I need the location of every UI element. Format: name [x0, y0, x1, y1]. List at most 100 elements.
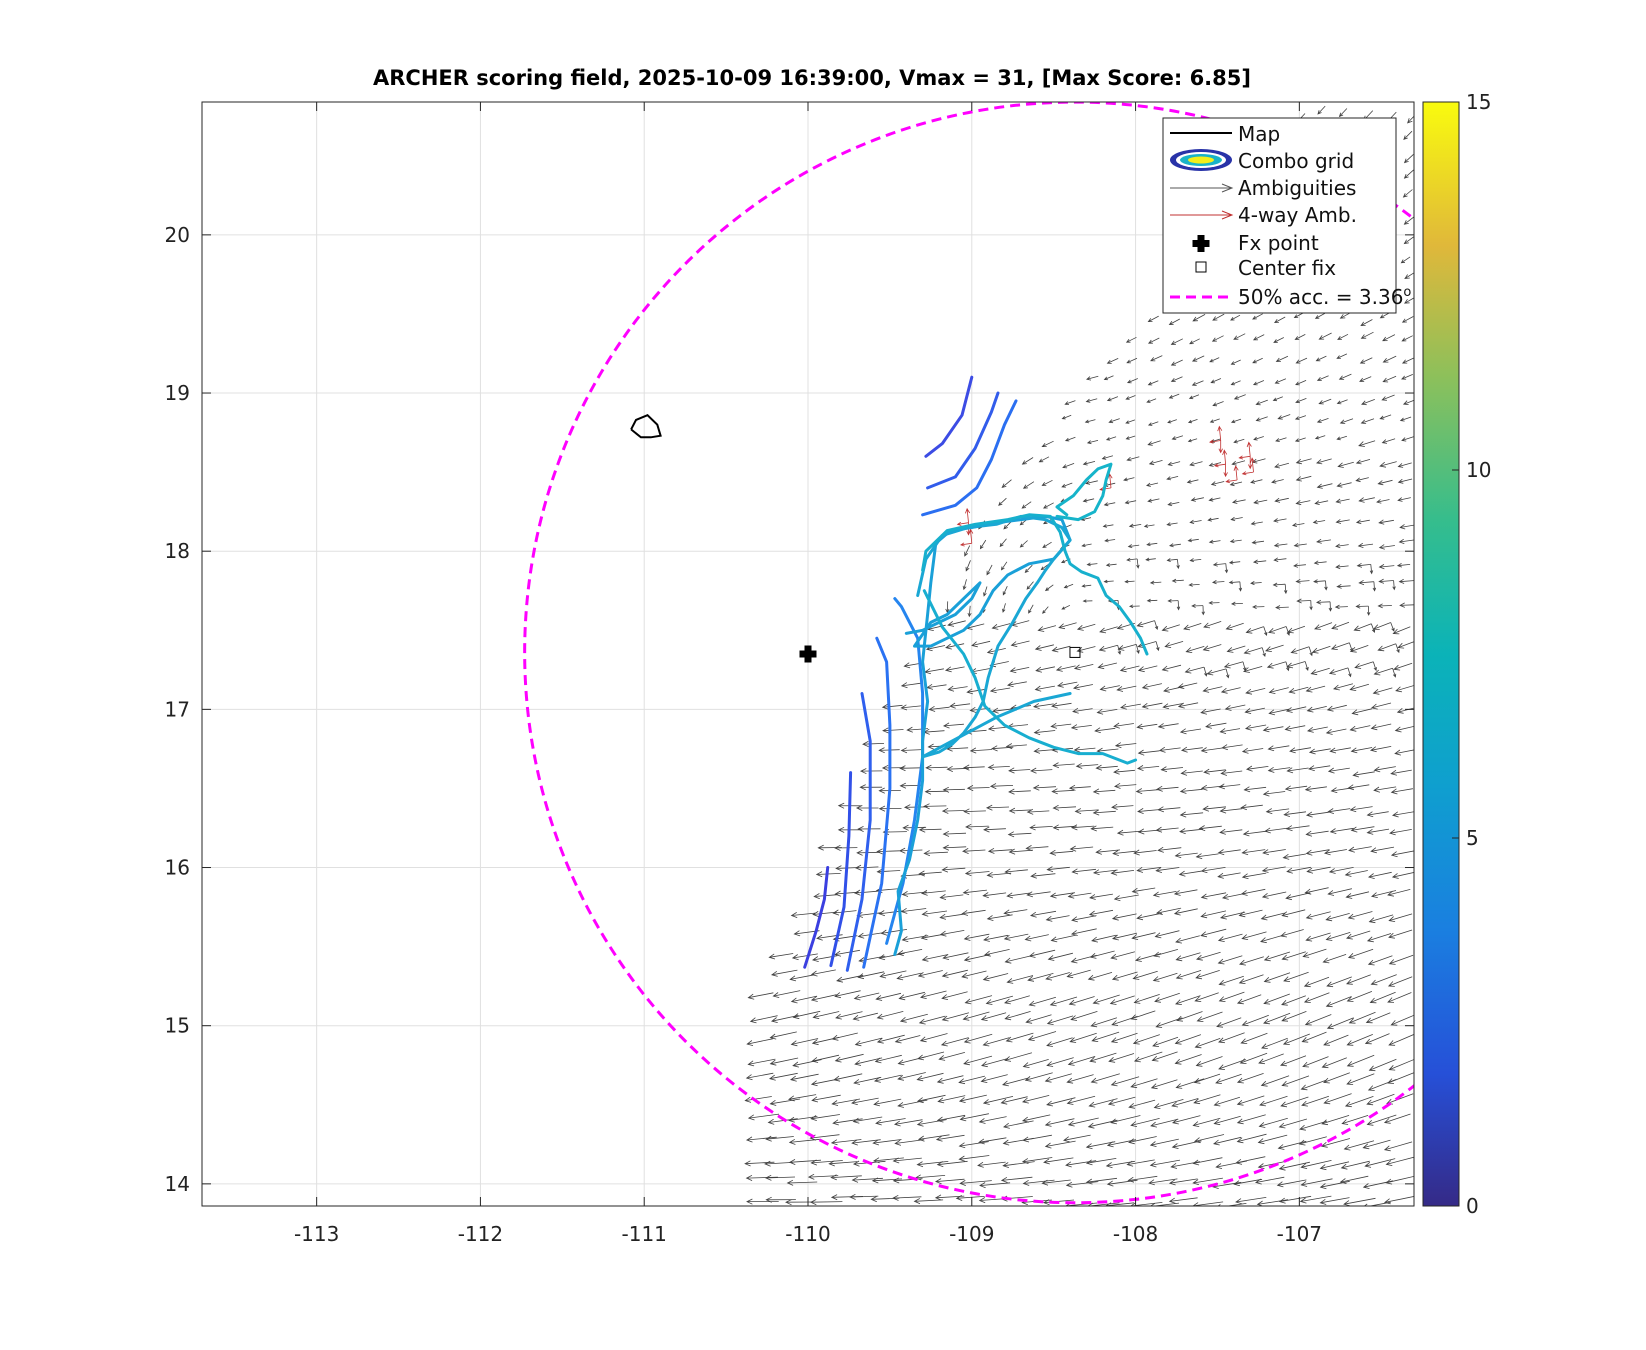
- ambiguity-arrow: [1132, 970, 1158, 980]
- ambiguity-arrow: [1314, 313, 1325, 319]
- ambiguity-arrow: [1398, 578, 1414, 584]
- ambiguity-arrow: [999, 538, 1007, 548]
- ambiguity-arrow: [1154, 930, 1180, 939]
- ambiguity-arrow: [1171, 1098, 1199, 1108]
- ambiguity-arrow: [920, 990, 947, 999]
- ambiguity-arrow: [1278, 1161, 1310, 1171]
- ambiguity-arrow: [1000, 1176, 1033, 1183]
- ambiguity-arrow: [1188, 394, 1200, 400]
- ambiguity-arrow: [834, 890, 859, 897]
- ambiguity-arrow: [1065, 1181, 1099, 1188]
- ambiguity-arrow: [1372, 661, 1377, 672]
- ambiguity-arrow: [1030, 872, 1056, 879]
- ambiguity-arrow: [1305, 685, 1326, 693]
- ambiguity-arrow: [1219, 807, 1243, 814]
- ambiguity-arrow: [1306, 726, 1328, 733]
- ambiguity-arrow: [1096, 708, 1118, 715]
- ambiguity-arrow: [1050, 934, 1077, 943]
- legend-label-combo-grid: Combo grid: [1238, 149, 1354, 173]
- ambiguity-arrow: [1240, 888, 1266, 896]
- ambiguity-arrow: [872, 1157, 904, 1164]
- ambiguity-arrow: [1296, 598, 1311, 604]
- ambiguity-arrow: [1265, 808, 1290, 815]
- ambiguity-arrow: [1233, 1178, 1263, 1187]
- ambiguity-arrow: [1280, 929, 1304, 938]
- ambiguity-arrow: [1303, 976, 1330, 988]
- ambiguity-arrow: [1295, 357, 1308, 364]
- ambiguity-arrow: [1192, 1117, 1221, 1127]
- ambiguity-arrow: [991, 623, 1011, 630]
- ambiguity-arrow: [1335, 519, 1350, 524]
- ambiguity-arrow: [1284, 785, 1308, 792]
- legend-label-fx-point: Fx point: [1238, 231, 1319, 255]
- ambiguity-arrow: [1071, 915, 1097, 923]
- ambiguity-arrow: [1299, 1120, 1327, 1131]
- ambiguity-arrow: [1325, 996, 1352, 1008]
- ambiguity-arrow: [769, 1098, 801, 1106]
- ambiguity-arrow: [1255, 416, 1268, 422]
- ambiguity-arrow: [1185, 646, 1205, 653]
- ambiguity-arrow: [1366, 828, 1390, 835]
- ambiguity-arrow: [854, 1057, 883, 1066]
- ambiguity-arrow: [1071, 928, 1097, 936]
- ambiguity-arrow: [1395, 643, 1400, 654]
- ambiguity-arrow: [1335, 564, 1349, 570]
- ambiguity-arrow: [1111, 913, 1137, 921]
- ambiguity-arrow: [1228, 560, 1241, 565]
- ambiguity-arrow: [1373, 766, 1396, 773]
- ambiguity-arrow: [1349, 725, 1371, 732]
- ambiguity-arrow: [1273, 542, 1288, 548]
- ambiguity-arrow: [1112, 850, 1136, 856]
- x-tick-label: -107: [1277, 1222, 1322, 1246]
- ambiguity-arrow: [830, 1174, 862, 1181]
- ambiguity-arrow: [1260, 912, 1285, 921]
- ambiguity-arrow: [1171, 578, 1184, 583]
- ambiguity-arrow: [1189, 558, 1202, 563]
- ambiguity-arrow: [1361, 399, 1375, 406]
- ambiguity-arrow: [1174, 852, 1198, 859]
- legend-label-four-way: 4-way Amb.: [1238, 203, 1357, 227]
- ambiguity-arrow: [1119, 665, 1140, 673]
- colorbar-gradient: [1423, 102, 1459, 1206]
- ambiguity-arrow: [1088, 909, 1114, 917]
- ambiguity-arrow: [1399, 524, 1414, 530]
- ambiguity-arrow: [812, 1011, 840, 1020]
- ambiguity-arrow: [1208, 600, 1220, 605]
- ambiguity-arrow: [1131, 932, 1156, 940]
- ambiguity-arrow: [1125, 395, 1136, 400]
- ambiguity-arrow: [1192, 314, 1206, 322]
- ambiguity-arrow: [1029, 824, 1053, 831]
- center-fix-marker: [1069, 646, 1081, 658]
- ambiguity-arrow: [1267, 766, 1291, 773]
- ambiguity-arrow: [1308, 748, 1331, 755]
- ambiguity-arrow: [1263, 993, 1290, 1005]
- ambiguity-arrow: [916, 1161, 949, 1168]
- ambiguity-arrow: [1274, 316, 1286, 324]
- ambiguity-arrow: [1347, 948, 1374, 959]
- ambiguity-arrow: [1094, 727, 1116, 734]
- ambiguity-arrow: [1339, 418, 1354, 424]
- ambiguity-arrow: [917, 1134, 950, 1142]
- ambiguity-arrow: [1326, 976, 1352, 988]
- ambiguity-arrow: [1152, 891, 1177, 898]
- ambiguity-arrow: [1127, 544, 1140, 549]
- ambiguity-arrow: [936, 1075, 964, 1084]
- ambiguity-arrow: [1183, 623, 1202, 631]
- ambiguity-arrow: [1281, 995, 1306, 1006]
- ambiguity-arrow: [1285, 661, 1290, 672]
- ambiguity-arrow: [1368, 871, 1392, 879]
- ambiguity-arrow: [1388, 1034, 1414, 1046]
- ambiguity-arrow: [1171, 435, 1184, 440]
- y-tick-label: 14: [165, 1172, 190, 1196]
- ambiguity-arrow: [1180, 746, 1203, 753]
- ambiguity-arrow: [1110, 869, 1135, 876]
- ambiguity-arrow: [1091, 1031, 1120, 1042]
- contour-line: [845, 692, 872, 972]
- ambiguity-arrow: [764, 1174, 796, 1181]
- ambiguity-arrow: [1200, 867, 1226, 874]
- ambiguity-arrow: [815, 871, 841, 878]
- ambiguity-arrow: [966, 785, 990, 792]
- ambiguity-arrow: [1360, 319, 1373, 327]
- ambiguity-arrow: [1341, 1115, 1369, 1125]
- ambiguity-arrow: [1273, 557, 1287, 562]
